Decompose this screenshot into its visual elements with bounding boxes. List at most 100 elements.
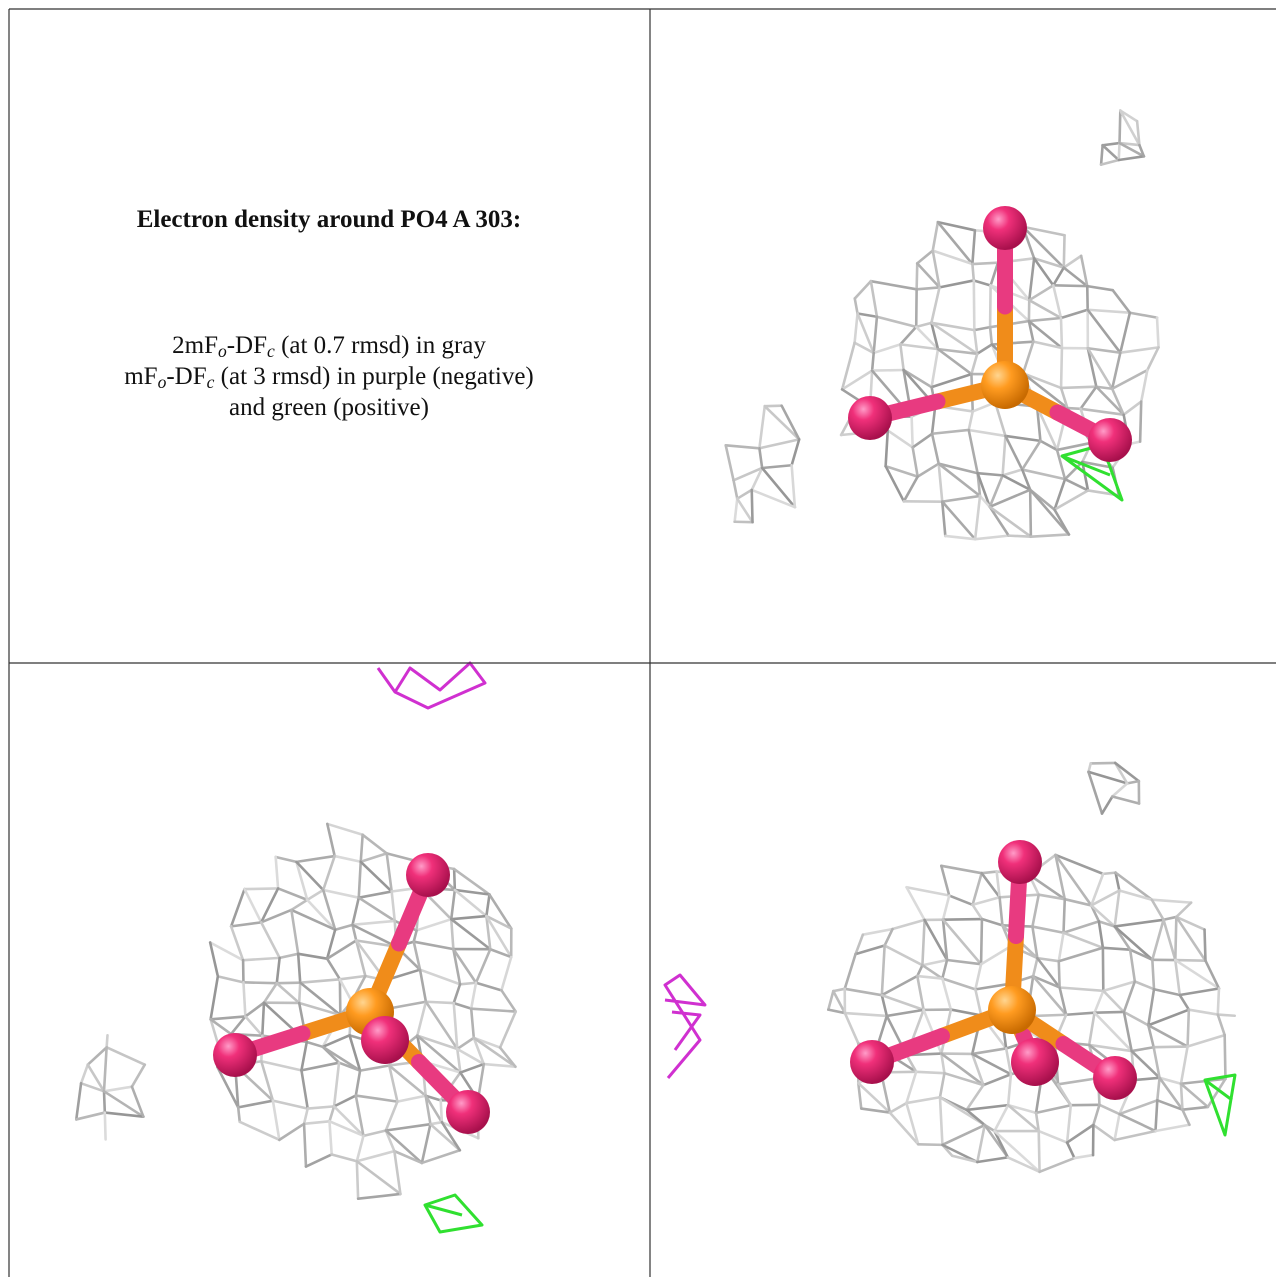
- mesh-edge: [970, 1052, 1013, 1076]
- legend-title: Electron density around PO4 A 303:: [136, 206, 522, 233]
- mesh-edge: [305, 1040, 325, 1049]
- mesh-edge: [325, 957, 342, 981]
- mesh-edge: [1065, 1123, 1095, 1144]
- mesh-edge: [1110, 368, 1149, 391]
- mesh-edge: [947, 894, 974, 907]
- mesh-edge: [1027, 257, 1036, 302]
- mesh-edge: [325, 928, 337, 961]
- mesh-edge: [998, 895, 1004, 927]
- mesh-edge: [938, 1095, 944, 1147]
- mesh-edge: [105, 1033, 109, 1049]
- mesh-edge: [790, 463, 797, 509]
- mesh-edge: [276, 887, 309, 902]
- mesh-edge: [357, 890, 393, 899]
- mesh-edge: [1092, 1103, 1101, 1127]
- mesh-edge: [763, 404, 801, 441]
- mesh-edge: [355, 1149, 396, 1163]
- mesh-edge: [1132, 1076, 1161, 1082]
- mesh-edge: [884, 464, 919, 478]
- mesh-edge: [1021, 225, 1066, 237]
- mesh-edge: [891, 918, 926, 931]
- mesh-edge: [424, 1000, 459, 1051]
- mesh-edge: [242, 981, 247, 1018]
- mesh-edge: [1054, 853, 1093, 907]
- mesh-edge: [1186, 1033, 1226, 1048]
- mesh-edge: [989, 261, 1000, 287]
- mesh-edge: [337, 1061, 362, 1072]
- mesh-edge: [1036, 956, 1061, 989]
- mesh-edge: [274, 855, 280, 890]
- mesh-edge: [1151, 918, 1165, 962]
- mesh-edge: [290, 908, 337, 931]
- mesh-edge: [1095, 385, 1125, 416]
- mesh-edge: [853, 341, 876, 355]
- mesh-edge: [420, 1148, 462, 1165]
- difference-meshes: [376, 443, 1237, 1234]
- mesh-edge: [1216, 987, 1221, 1016]
- mesh-edge: [853, 312, 859, 345]
- mesh-edge: [930, 404, 937, 436]
- mesh-edge: [1146, 346, 1160, 372]
- mesh-edge: [940, 494, 982, 503]
- mesh-edge: [1006, 1103, 1038, 1115]
- mesh-edge: [1073, 1153, 1095, 1160]
- mesh-edge: [1206, 1077, 1227, 1109]
- mesh-edge: [1027, 319, 1035, 343]
- mesh-edge: [488, 893, 513, 930]
- mesh-edge: [1056, 1083, 1073, 1107]
- mesh-edge: [872, 343, 902, 355]
- mesh-edge: [361, 833, 389, 855]
- mesh-edge: [1087, 1043, 1133, 1053]
- mesh-edge: [965, 1103, 1010, 1112]
- mesh-edge: [943, 1071, 985, 1087]
- mesh-edge: [915, 974, 944, 980]
- mesh-edge: [321, 888, 337, 931]
- mesh-edge: [296, 952, 329, 961]
- mesh-edge: [278, 952, 300, 960]
- mesh-edge: [1154, 1099, 1159, 1133]
- mesh-edge: [758, 447, 764, 470]
- mesh-edge: [275, 981, 301, 1005]
- mesh-edge: [843, 1011, 860, 1046]
- mesh-edge: [971, 262, 976, 282]
- mesh-edge: [1089, 872, 1105, 907]
- mesh-edge: [500, 955, 513, 992]
- mesh-edge: [302, 1107, 309, 1126]
- mesh-edge: [1223, 1033, 1227, 1081]
- mesh-edge: [1118, 1112, 1157, 1133]
- mesh-edge: [243, 887, 263, 924]
- mesh-edge: [1057, 931, 1065, 963]
- mesh-edge: [861, 927, 894, 936]
- mesh-edge: [1128, 948, 1137, 983]
- mesh-edge: [354, 1069, 362, 1097]
- mesh-edge: [880, 974, 919, 997]
- mesh-edge: [488, 947, 513, 959]
- mesh-edge: [452, 982, 462, 1005]
- mesh-edge: [1150, 898, 1193, 904]
- mesh-edge: [1174, 915, 1178, 962]
- mesh-edge: [415, 917, 453, 932]
- mesh-edge: [439, 1099, 444, 1124]
- mesh-edge: [1139, 368, 1149, 403]
- mesh-edge: [1099, 143, 1104, 166]
- mesh-edge: [1027, 319, 1064, 350]
- mesh-edge: [359, 833, 364, 864]
- mesh-edge: [1179, 1077, 1227, 1086]
- mesh-edge: [993, 1103, 1010, 1133]
- mesh-edge: [453, 888, 488, 918]
- mesh-edge: [440, 1120, 462, 1152]
- mesh-edge: [290, 908, 300, 956]
- mesh-edge: [938, 279, 976, 289]
- mesh-edge: [905, 885, 951, 897]
- mesh-edge: [760, 466, 797, 509]
- mesh-edge: [993, 401, 1007, 438]
- mesh-edge: [936, 347, 979, 356]
- mesh-edge: [1020, 439, 1042, 471]
- mesh-edge: [976, 1123, 987, 1164]
- mesh-edge: [1081, 460, 1090, 492]
- legend-line: 2mFo-DFc (at 0.7 rmsd) in gray: [9, 330, 649, 361]
- mesh-edge: [412, 940, 455, 951]
- oxygen: [446, 1090, 490, 1134]
- mesh-edge: [941, 1123, 987, 1147]
- mesh-edge: [1122, 980, 1137, 1014]
